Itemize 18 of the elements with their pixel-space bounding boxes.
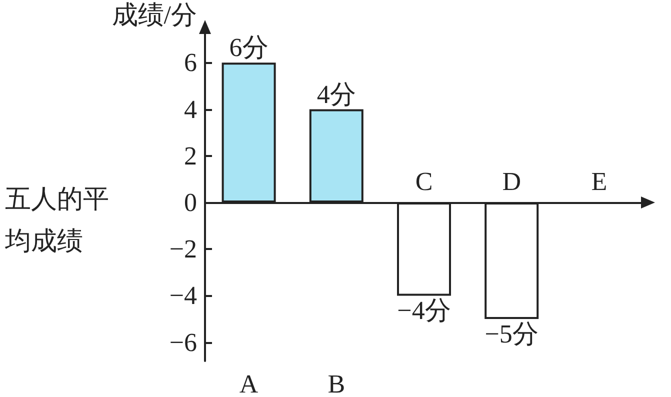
data-label: −4分: [397, 296, 451, 326]
data-label: 6分: [229, 33, 268, 62]
y-tick-label: 4: [184, 94, 197, 124]
data-label: −5分: [484, 320, 538, 349]
x-tick-label: A: [239, 370, 258, 397]
y-tick-label: −6: [169, 328, 197, 357]
x-tick-label: E: [591, 166, 608, 196]
y-tick-label: −2: [169, 234, 197, 264]
y-axis-title: 成绩/分: [112, 0, 197, 30]
y-tick-label: 2: [184, 141, 197, 170]
data-label: 4分: [316, 80, 356, 109]
y-tick-label: 6: [184, 48, 197, 78]
y-tick-label: −4: [169, 281, 197, 310]
y-tick-label: 0: [184, 188, 197, 217]
text: 五人的平均成绩: [4, 184, 109, 256]
x-tick-label: C: [415, 166, 433, 196]
x-tick-label: B: [328, 370, 346, 397]
x-tick-label: D: [502, 166, 521, 196]
